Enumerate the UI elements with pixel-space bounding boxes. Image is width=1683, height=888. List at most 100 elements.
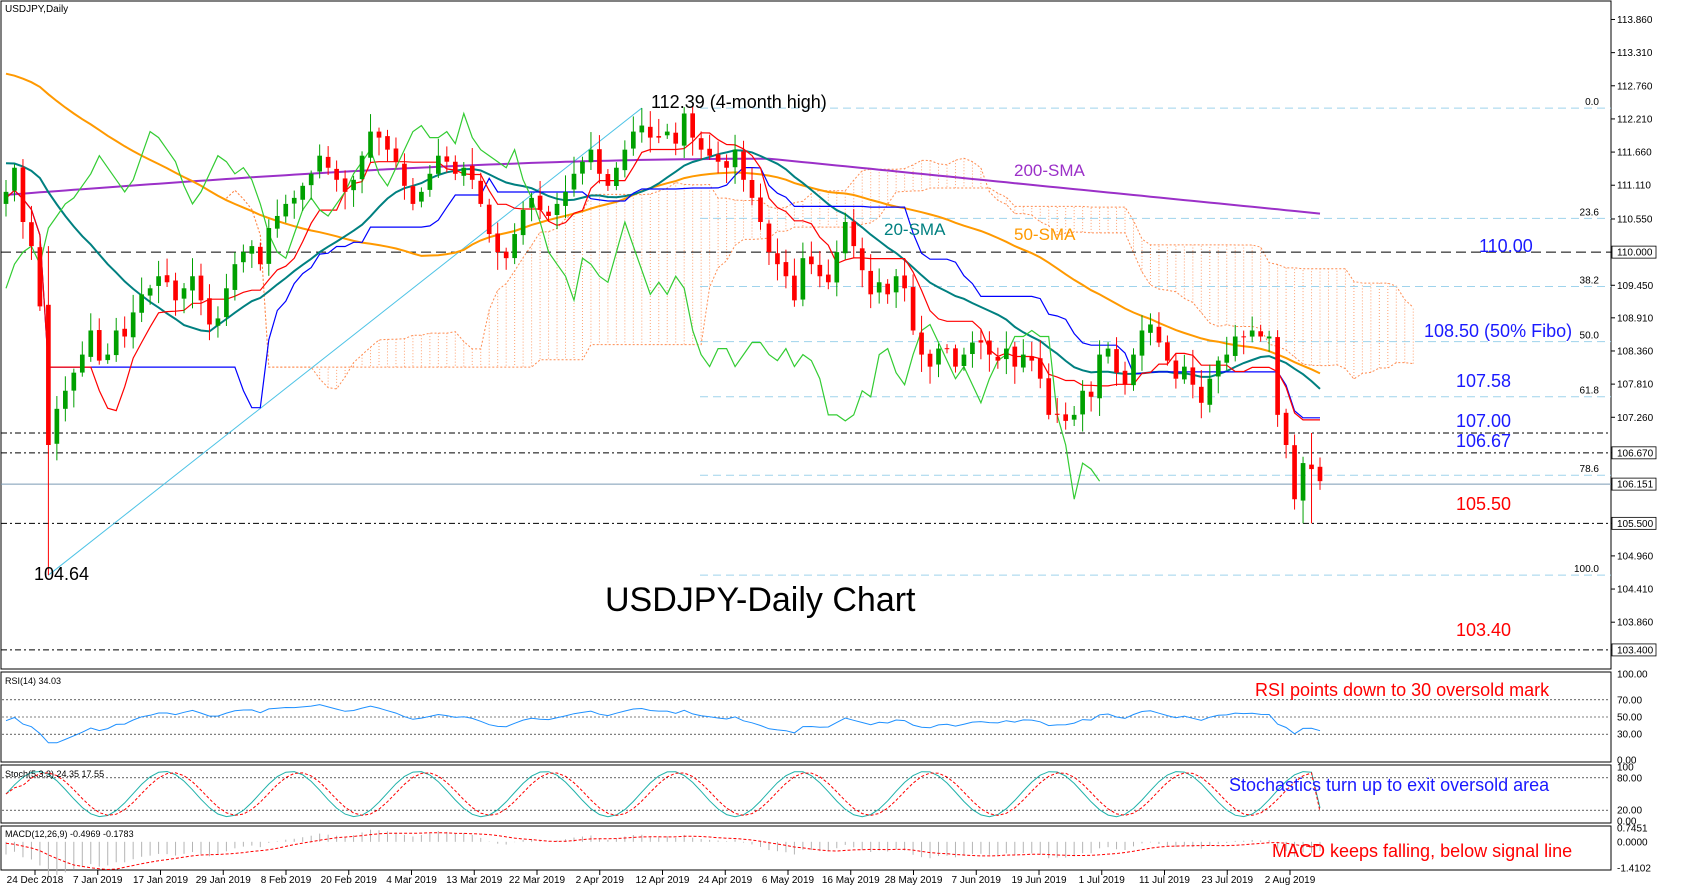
fibo-label-1: 23.6 bbox=[1580, 207, 1600, 218]
rsi-tick-label: 100.00 bbox=[1617, 670, 1648, 681]
candle-body bbox=[1173, 360, 1179, 379]
candle-body bbox=[1114, 349, 1119, 373]
fibo-label-6: 100.0 bbox=[1574, 564, 1599, 575]
candle-body bbox=[342, 178, 348, 192]
candle-body bbox=[546, 211, 551, 216]
price-tick-label: 111.660 bbox=[1617, 148, 1652, 159]
stoch-tick-label: 20.00 bbox=[1617, 806, 1642, 817]
candle-body bbox=[1080, 390, 1085, 415]
candle-body bbox=[325, 156, 331, 168]
candle-body bbox=[1131, 354, 1136, 386]
fibo-levels: 0.0 23.6 38.2 50.0 61.8 78.6 100.0 bbox=[700, 97, 1611, 576]
candle-body bbox=[995, 356, 1001, 361]
time-tick-label: 24 Apr 2019 bbox=[698, 875, 752, 886]
candle-body bbox=[597, 149, 602, 174]
candle-body bbox=[1088, 391, 1094, 397]
candle-body bbox=[614, 167, 619, 187]
candle-body bbox=[554, 203, 560, 216]
candle-body bbox=[410, 186, 416, 204]
time-tick-label: 4 Mar 2019 bbox=[386, 875, 437, 886]
candles bbox=[3, 106, 1323, 576]
candle-body bbox=[1215, 360, 1221, 377]
candle-body bbox=[775, 253, 780, 265]
candle-body bbox=[1258, 331, 1263, 337]
time-tick-label: 24 Dec 2018 bbox=[7, 875, 64, 886]
time-tick-label: 17 Jan 2019 bbox=[133, 875, 188, 886]
kijun-line bbox=[5, 167, 1320, 419]
fibo50-label: 108.50 (50% Fibo) bbox=[1424, 321, 1572, 341]
candle-body bbox=[919, 332, 924, 355]
time-tick-label: 22 Mar 2019 bbox=[509, 875, 566, 886]
price-tag-box bbox=[1611, 477, 1657, 491]
time-tick-label: 12 Apr 2019 bbox=[636, 875, 690, 886]
candle-body bbox=[308, 173, 314, 186]
time-tick-label: 28 May 2019 bbox=[885, 875, 943, 886]
candle-body bbox=[809, 256, 814, 265]
candle-body bbox=[936, 348, 941, 365]
candle-body bbox=[512, 234, 517, 259]
candle-body bbox=[436, 155, 441, 174]
candle-body bbox=[707, 148, 712, 156]
stoch-signal-line bbox=[5, 772, 1321, 816]
senkou-span-b bbox=[226, 187, 1414, 368]
candle-body bbox=[1224, 354, 1230, 363]
fibo-label-4: 61.8 bbox=[1580, 386, 1600, 397]
sma200-line bbox=[5, 157, 1321, 215]
trendline bbox=[48, 107, 643, 576]
candle-body bbox=[970, 342, 975, 355]
candle-body bbox=[351, 179, 356, 191]
candle-body bbox=[681, 113, 687, 146]
candle-body bbox=[224, 288, 229, 318]
price-tick-label: 106.670 bbox=[1617, 448, 1654, 459]
candle-body bbox=[164, 275, 170, 283]
price-tick-label: 106.151 bbox=[1617, 480, 1654, 491]
candle-body bbox=[690, 113, 696, 138]
sma200-label: 200-SMA bbox=[1014, 161, 1086, 180]
candle-body bbox=[368, 131, 373, 158]
rsi-header: RSI(14) 34.03 bbox=[5, 676, 61, 686]
sma50-label: 50-SMA bbox=[1014, 225, 1076, 244]
candle-body bbox=[927, 353, 933, 367]
level-label-1055: 105.50 bbox=[1456, 494, 1511, 514]
price-tick-label: 108.360 bbox=[1617, 346, 1654, 357]
candle-body bbox=[1071, 414, 1077, 420]
candle-body bbox=[732, 149, 738, 168]
candle-body bbox=[825, 274, 831, 283]
price-tick-label: 110.550 bbox=[1617, 214, 1653, 225]
symbol-label: USDJPY,Daily bbox=[5, 4, 68, 15]
candle-body bbox=[139, 294, 144, 313]
candle-body bbox=[1190, 367, 1196, 385]
chikou-line bbox=[5, 111, 1101, 500]
candle-body bbox=[215, 318, 221, 326]
time-tick-label: 1 Jul 2019 bbox=[1079, 875, 1126, 886]
stoch-tick-label: 80.00 bbox=[1617, 773, 1642, 784]
candle-body bbox=[1004, 348, 1009, 360]
candle-body bbox=[37, 247, 43, 307]
candle-body bbox=[1182, 366, 1187, 380]
candle-body bbox=[859, 248, 865, 271]
price-tag-box bbox=[1611, 446, 1657, 460]
candle-body bbox=[715, 154, 721, 162]
candle-body bbox=[1207, 378, 1213, 405]
candle-body bbox=[130, 312, 136, 338]
time-tick-label: 16 May 2019 bbox=[822, 875, 880, 886]
price-tick-label: 104.960 bbox=[1617, 551, 1654, 562]
candle-body bbox=[495, 233, 501, 253]
level-10758-label: 107.58 bbox=[1456, 371, 1511, 391]
time-tick-label: 11 Jul 2019 bbox=[1139, 875, 1190, 886]
price-tick-label: 109.450 bbox=[1617, 281, 1654, 292]
candle-body bbox=[622, 149, 628, 171]
fibo-label-2: 38.2 bbox=[1580, 276, 1600, 287]
stoch-tick-label: 0.00 bbox=[1617, 817, 1637, 828]
ichimoku-cloud bbox=[226, 157, 1414, 390]
level-label-10667: 106.67 bbox=[1456, 431, 1511, 451]
price-tag-box bbox=[1611, 516, 1657, 530]
candle-body bbox=[393, 148, 399, 162]
macd-tick-label: 0.7451 bbox=[1617, 824, 1648, 835]
candle-body bbox=[266, 228, 272, 264]
candle-body bbox=[851, 221, 857, 247]
sub-indicators: 100.0070.0050.0030.000.0010080.0020.000.… bbox=[2, 670, 1651, 880]
senkou-span-a bbox=[226, 157, 1414, 390]
candle-body bbox=[1232, 336, 1238, 356]
